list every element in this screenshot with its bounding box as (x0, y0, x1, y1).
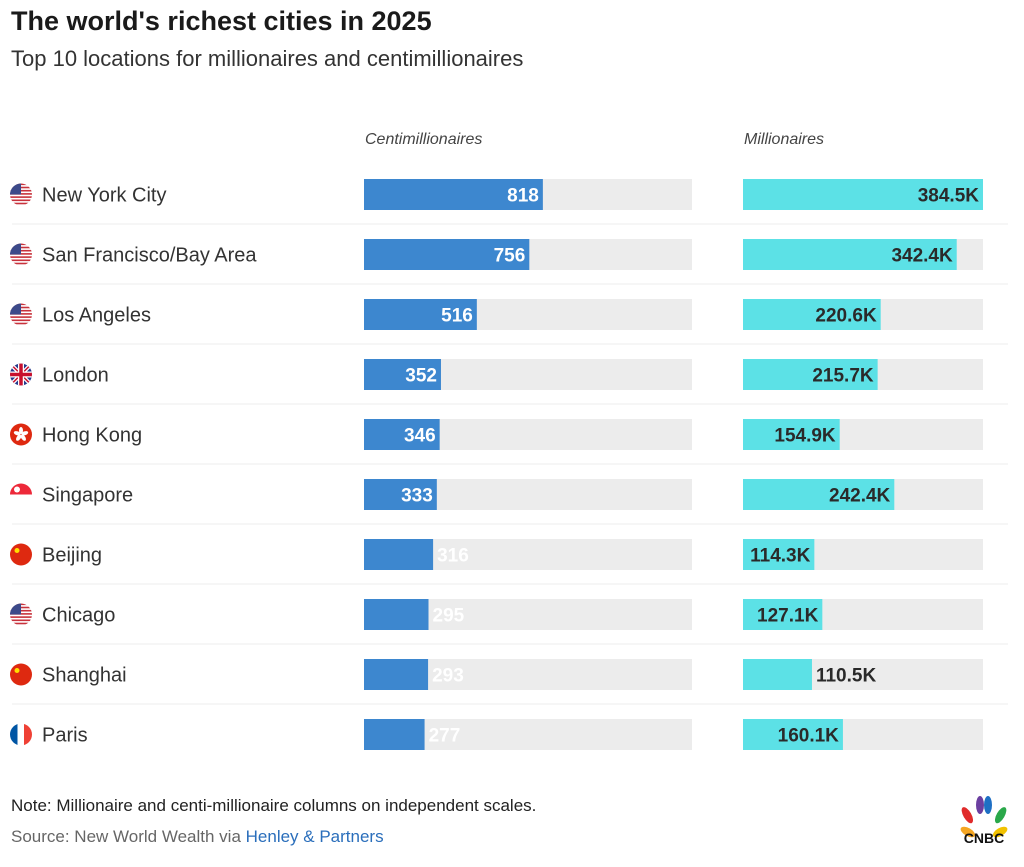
millionaires-bar (743, 539, 815, 570)
centimillionaires-bar (364, 359, 441, 390)
data-label: 346 (404, 426, 436, 447)
centimillionaires-bar (364, 599, 429, 630)
centimillionaires-bar (364, 659, 429, 690)
millionaires-bar (743, 659, 812, 690)
logo-text: CNBC (964, 830, 1004, 846)
city-label: New York City (42, 185, 167, 207)
table-row: San Francisco/Bay Area 756 342.4K (10, 239, 1008, 285)
centimillionaires-bar (364, 239, 530, 270)
data-label: 818 (507, 186, 539, 207)
flag-us-icon (10, 303, 32, 326)
city-label: Paris (42, 725, 88, 747)
source: Source: New World Wealth via Henley & Pa… (11, 827, 384, 847)
centimillionaires-bar (364, 179, 543, 210)
millionaires-bar (743, 419, 840, 450)
millionaires-bar (743, 599, 823, 630)
data-label: 110.5K (816, 666, 876, 687)
data-label: 127.1K (757, 606, 819, 627)
city-label: London (42, 365, 109, 387)
centimillionaires-bar (364, 299, 477, 330)
millionaires-bar (743, 479, 895, 510)
note: Note: Millionaire and centi-millionaire … (11, 796, 537, 815)
column-header-millionaires: Millionaires (744, 131, 825, 148)
source-prefix: Source: New World Wealth via (11, 827, 246, 846)
flag-cn-icon (10, 543, 32, 566)
city-label: Los Angeles (42, 305, 151, 327)
centimillionaires-bar (364, 539, 434, 570)
millionaires-bar (743, 719, 843, 750)
data-label: 220.6K (815, 306, 877, 327)
data-label: 295 (433, 606, 465, 627)
flag-hk-icon (10, 423, 32, 446)
data-label: 154.9K (774, 426, 836, 447)
data-label: 242.4K (829, 486, 891, 507)
table-row: Singapore 333 242.4K (10, 479, 1008, 525)
table-row: Paris 277 160.1K (10, 719, 983, 750)
centimillionaires-bar (364, 719, 425, 750)
table-row: Chicago 295 127.1K (10, 599, 1008, 645)
source-link[interactable]: Henley & Partners (245, 827, 384, 846)
flag-cn-icon (10, 663, 32, 686)
city-label: Chicago (42, 605, 115, 627)
table-row: Hong Kong 346 154.9K (10, 419, 1008, 465)
city-label: Shanghai (42, 665, 127, 687)
centimillionaires-bar (364, 479, 437, 510)
data-label: 215.7K (812, 366, 874, 387)
millionaires-bar (743, 299, 881, 330)
data-label: 277 (429, 726, 461, 747)
table-row: Shanghai 293 110.5K (10, 659, 1008, 705)
city-label: Singapore (42, 485, 133, 507)
city-label: Beijing (42, 545, 102, 567)
flag-us-icon (10, 603, 32, 626)
column-header-centimillionaires: Centimillionaires (365, 131, 483, 148)
table-row: Los Angeles 516 220.6K (10, 299, 1008, 345)
flag-sg-icon (10, 483, 32, 506)
data-label: 316 (437, 546, 469, 567)
chart-title: The world's richest cities in 2025 (11, 6, 432, 36)
data-label: 333 (401, 486, 433, 507)
flag-gb-icon (10, 363, 32, 386)
data-label: 293 (432, 666, 464, 687)
data-label: 114.3K (750, 546, 810, 567)
flag-fr-icon (10, 723, 32, 746)
city-label: San Francisco/Bay Area (42, 245, 257, 267)
table-row: New York City 818 384.5K (10, 179, 1008, 225)
millionaires-bar (743, 179, 983, 210)
cnbc-logo: CNBC (960, 796, 1008, 846)
data-label: 756 (494, 246, 526, 267)
data-label: 160.1K (778, 726, 840, 747)
data-label: 352 (405, 366, 437, 387)
city-label: Hong Kong (42, 425, 142, 447)
data-label: 516 (441, 306, 473, 327)
data-label: 384.5K (918, 186, 980, 207)
data-label: 342.4K (891, 246, 953, 267)
millionaires-bar (743, 359, 878, 390)
table-row: London 352 215.7K (10, 359, 1008, 405)
table-row: Beijing 316 114.3K (10, 539, 1008, 585)
centimillionaires-bar (364, 419, 440, 450)
flag-us-icon (10, 243, 32, 266)
peacock-icon (960, 796, 1008, 838)
millionaires-bar (743, 239, 957, 270)
chart-subtitle: Top 10 locations for millionaires and ce… (11, 46, 524, 71)
flag-us-icon (10, 183, 32, 206)
